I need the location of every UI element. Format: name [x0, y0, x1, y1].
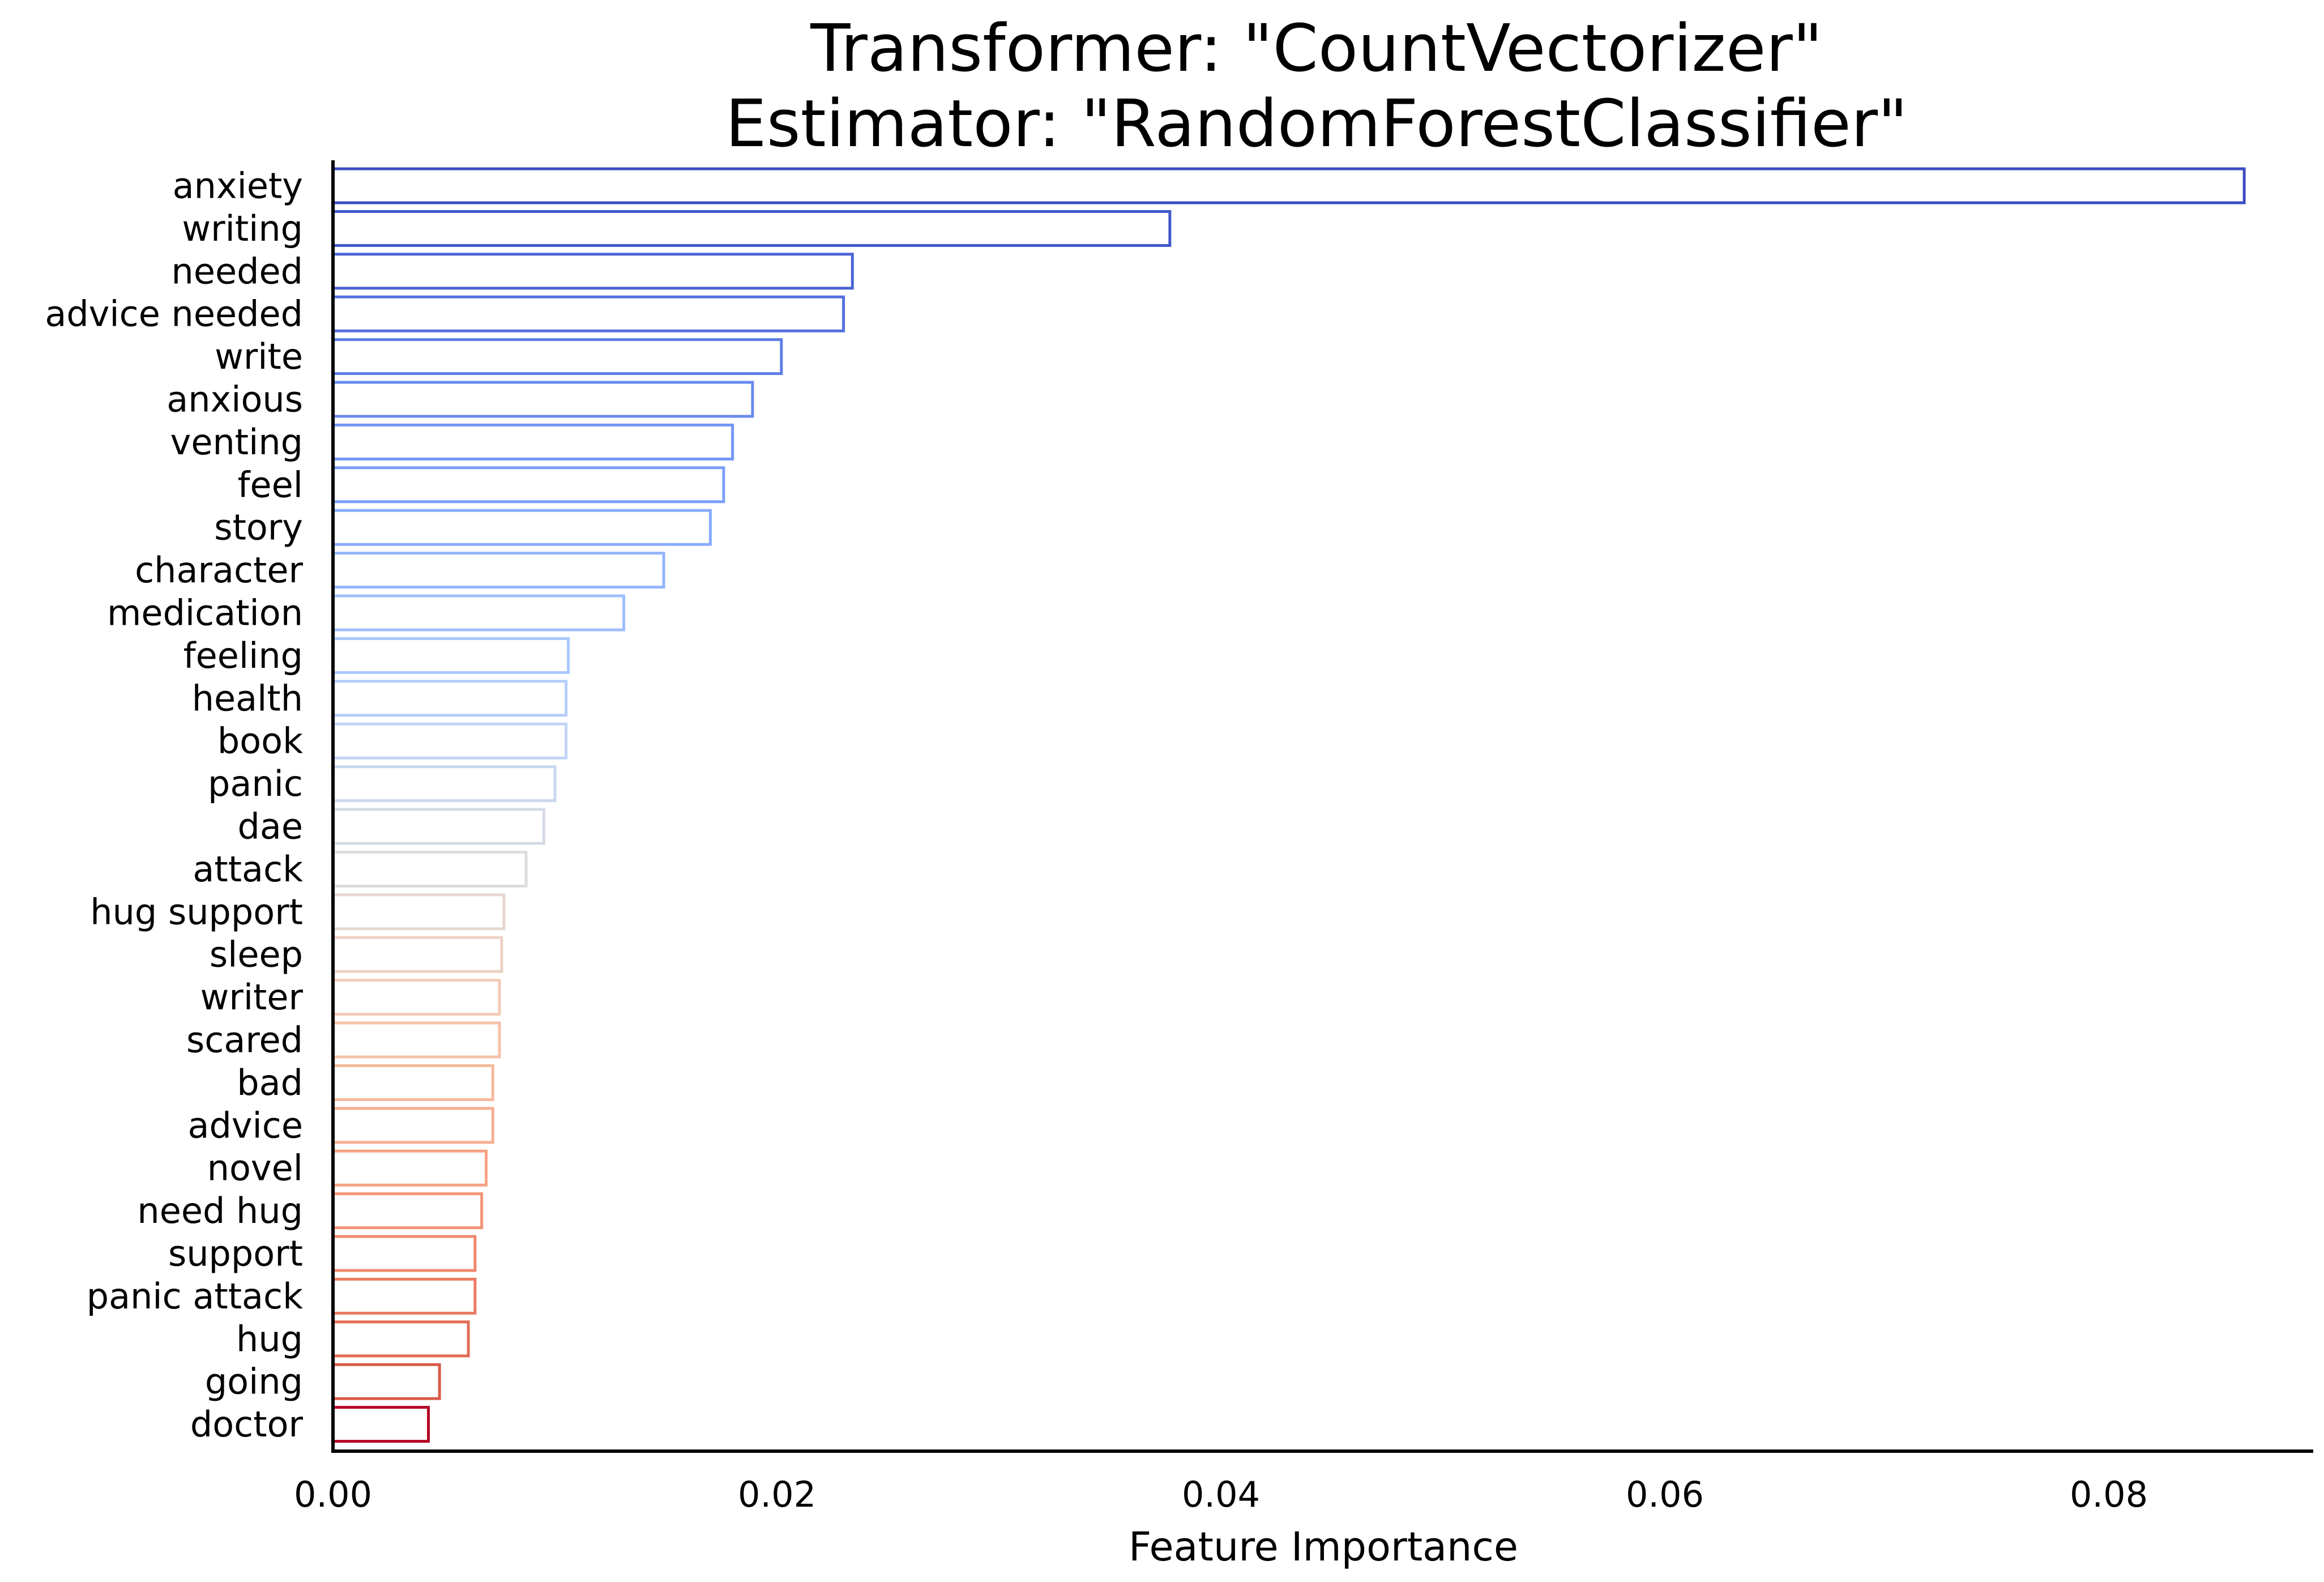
y-tick-label: story [214, 507, 303, 548]
bar-anxiety [331, 167, 2246, 204]
bar-hug-support [331, 893, 506, 931]
y-tick-label: book [217, 720, 303, 762]
y-tick-label: health [192, 677, 303, 719]
bar-doctor [331, 1406, 430, 1443]
y-tick-label: panic [208, 763, 303, 804]
y-tick-label: needed [172, 250, 303, 292]
bar-story [331, 509, 712, 546]
y-tick-label: anxiety [173, 165, 303, 207]
bar-character [331, 552, 665, 589]
bar-medication [331, 594, 626, 632]
y-tick-label: novel [207, 1148, 303, 1189]
x-tick-label: 0.00 [294, 1474, 372, 1515]
y-tick-label: attack [193, 848, 303, 890]
bar-hug [331, 1320, 470, 1358]
y-tick-label: scared [186, 1020, 303, 1061]
x-tick-label: 0.06 [1626, 1474, 1704, 1515]
y-tick-label: medication [107, 592, 303, 634]
x-tick-label: 0.02 [738, 1474, 816, 1515]
y-tick-label: dae [238, 806, 304, 847]
bar-needed [331, 253, 854, 290]
y-tick-label: character [135, 549, 303, 591]
bar-bad [331, 1064, 494, 1101]
y-tick-label: write [215, 336, 303, 377]
bar-scared [331, 1021, 501, 1059]
x-tick-label: 0.04 [1182, 1474, 1260, 1515]
y-tick-label: venting [170, 421, 303, 463]
bars-group [331, 167, 2246, 1443]
bar-writer [331, 979, 501, 1016]
chart-title-line-1: Transformer: "CountVectorizer" [810, 11, 1822, 87]
y-tick-label: anxious [166, 379, 303, 420]
y-tick-label: advice needed [45, 293, 303, 335]
bar-support [331, 1235, 477, 1272]
x-tick-label: 0.08 [2070, 1474, 2148, 1515]
y-tick-label: feel [238, 464, 303, 505]
y-tick-label: panic attack [87, 1276, 303, 1317]
bar-novel [331, 1149, 488, 1187]
y-tick-label: writing [182, 208, 303, 249]
bar-need-hug [331, 1192, 484, 1230]
y-tick-label: writer [200, 977, 304, 1018]
y-tick-label: advice [188, 1105, 304, 1146]
x-axis-label: Feature Importance [1129, 1524, 1518, 1570]
y-tick-label: feeling [183, 635, 303, 676]
bar-health [331, 680, 568, 717]
x-ticks: 0.00 0.02 0.04 0.06 0.08 [294, 1474, 2148, 1515]
bar-panic-attack [331, 1277, 477, 1315]
bar-feeling [331, 637, 570, 674]
bar-anxious [331, 381, 754, 418]
bar-write [331, 338, 783, 376]
bar-feel [331, 466, 725, 504]
y-tick-label: doctor [190, 1404, 304, 1445]
bar-book [331, 722, 568, 760]
bar-sleep [331, 936, 503, 973]
bar-going [331, 1363, 441, 1400]
y-tick-label: hug [236, 1318, 303, 1359]
y-tick-label: going [205, 1361, 303, 1402]
y-tick-label: need hug [137, 1190, 303, 1231]
bar-advice [331, 1107, 494, 1144]
y-tick-label: hug support [90, 891, 303, 932]
bar-panic [331, 765, 557, 803]
bar-attack [331, 850, 528, 888]
y-tick-label: bad [237, 1062, 303, 1103]
y-tick-label: sleep [210, 934, 303, 975]
bar-writing [331, 210, 1172, 247]
bar-venting [331, 423, 734, 460]
chart-title-line-2: Estimator: "RandomForestClassifier" [725, 86, 1908, 162]
y-tick-label: support [168, 1233, 303, 1274]
bar-advice-needed [331, 295, 845, 332]
bar-dae [331, 808, 545, 845]
